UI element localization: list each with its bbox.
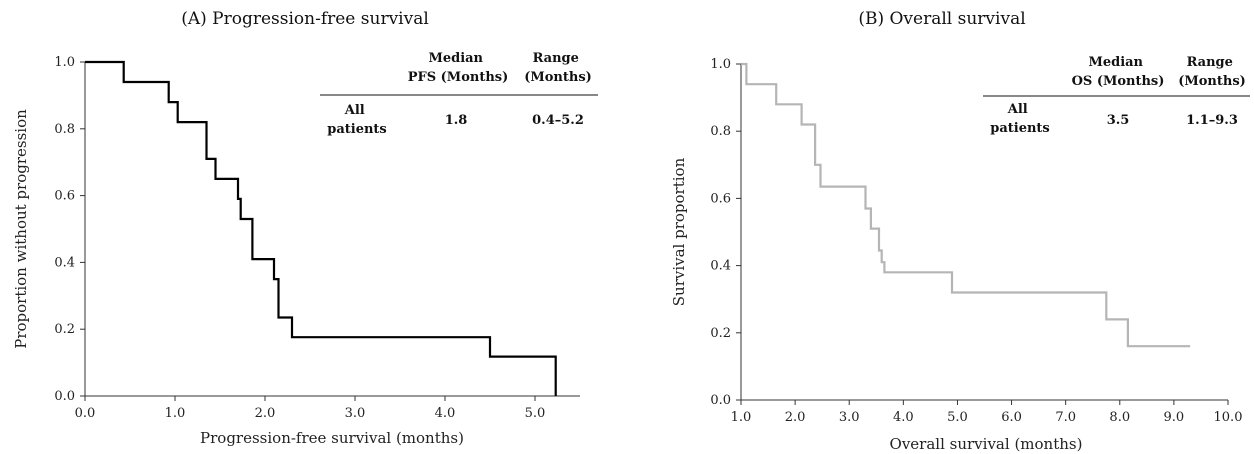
pfs-x-ticks: 0.0 1.0 2.0 3.0 4.0 5.0 — [75, 396, 546, 421]
os-x-tick-label: 4.0 — [893, 410, 914, 425]
os-summary-table: Median OS (Months) Range (Months) All pa… — [983, 55, 1250, 136]
os-y-tick-label: 0.8 — [710, 124, 731, 139]
pfs-row-label: All patients — [327, 103, 387, 137]
os-y-tick-label: 0.6 — [710, 191, 731, 206]
os-x-tick-label: 7.0 — [1055, 410, 1076, 425]
pfs-x-tick-label: 2.0 — [255, 406, 276, 421]
pfs-range-header: Range (Months) — [524, 51, 592, 85]
os-x-tick-label: 1.0 — [731, 410, 752, 425]
os-range-header: Range (Months) — [1178, 55, 1246, 89]
pfs-median-header: Median PFS (Months) — [408, 51, 509, 85]
pfs-y-ticks: 0.0 0.2 0.4 0.6 0.8 1.0 — [54, 55, 85, 404]
pfs-range-value: 0.4–5.2 — [532, 113, 584, 128]
pfs-x-tick-label: 5.0 — [525, 406, 546, 421]
pfs-y-tick-label: 1.0 — [54, 55, 75, 70]
os-x-tick-label: 6.0 — [1001, 410, 1022, 425]
os-chart: (B) Overall survival 0.0 0.2 0.4 0.6 0.8 1.0 … — [670, 9, 1250, 453]
os-y-tick-label: 1.0 — [710, 57, 731, 72]
os-y-ticks: 0.0 0.2 0.4 0.6 0.8 1.0 — [710, 57, 741, 408]
os-x-tick-label: 9.0 — [1164, 410, 1185, 425]
os-x-tick-label: 8.0 — [1109, 410, 1130, 425]
os-x-ticks: 1.0 2.0 3.0 4.0 5.0 6.0 7.0 8.0 9.0 10.0 — [731, 400, 1243, 425]
os-y-tick-label: 0.4 — [710, 259, 731, 274]
os-y-tick-label: 0.0 — [710, 393, 731, 408]
pfs-summary-table: Median PFS (Months) Range (Months) All p… — [320, 51, 598, 137]
pfs-median-value: 1.8 — [445, 113, 468, 128]
pfs-x-tick-label: 4.0 — [435, 406, 456, 421]
pfs-x-tick-label: 3.0 — [345, 406, 366, 421]
os-x-tick-label: 2.0 — [785, 410, 806, 425]
os-y-tick-label: 0.2 — [710, 326, 731, 341]
os-x-axis-label: Overall survival (months) — [890, 435, 1083, 453]
pfs-x-tick-label: 0.0 — [75, 406, 96, 421]
os-x-tick-label: 10.0 — [1214, 410, 1243, 425]
pfs-y-tick-label: 0.6 — [54, 189, 75, 204]
os-median-value: 3.5 — [1107, 113, 1130, 128]
os-y-axis-label: Survival proportion — [670, 157, 688, 306]
pfs-chart: (A) Progression-free survival 0.00.20.40… — [12, 9, 598, 447]
pfs-x-tick-label: 1.0 — [165, 406, 186, 421]
pfs-x-axis-label: Progression-free survival (months) — [200, 429, 464, 447]
os-range-value: 1.1–9.3 — [1186, 113, 1238, 128]
pfs-y-tick-label: 0.4 — [54, 255, 75, 270]
pfs-y-tick-label: 0.0 — [54, 389, 75, 404]
os-row-label: All patients — [990, 102, 1050, 136]
pfs-y-tick-label: 0.2 — [54, 322, 75, 337]
os-median-header: Median OS (Months) — [1072, 55, 1165, 89]
os-x-tick-label: 5.0 — [947, 410, 968, 425]
pfs-survival-curve — [85, 60, 557, 396]
pfs-y-tick-label: 0.8 — [54, 122, 75, 137]
os-x-tick-label: 3.0 — [839, 410, 860, 425]
pfs-y-axis-label: Proportion without progression — [12, 109, 30, 349]
os-chart-title: (B) Overall survival — [858, 9, 1025, 29]
pfs-chart-title: (A) Progression-free survival — [181, 9, 429, 29]
os-survival-curve — [741, 62, 1191, 348]
